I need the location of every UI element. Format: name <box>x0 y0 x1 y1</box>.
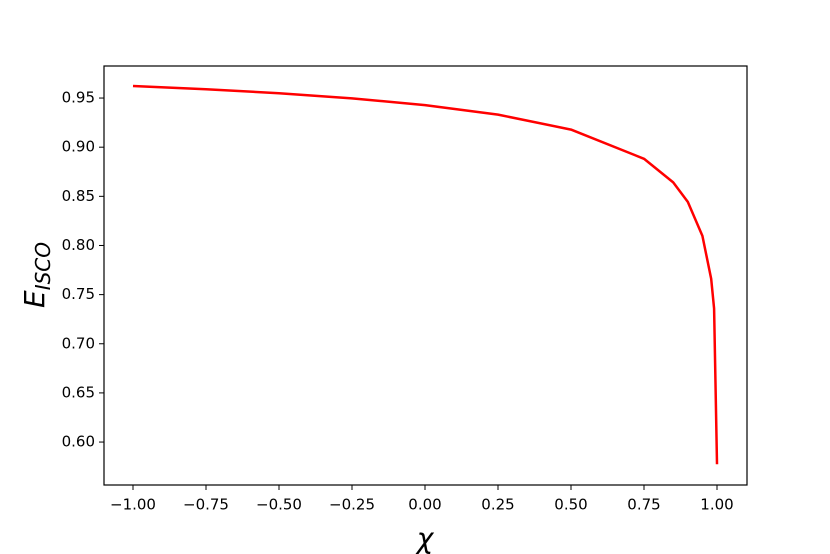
x-tick-label: 0.75 <box>627 496 660 514</box>
x-tick-label: 0.25 <box>481 496 514 514</box>
y-tick-label: 0.65 <box>62 383 95 401</box>
x-axis-label: χ <box>415 522 435 554</box>
y-tick-label: 0.60 <box>62 433 95 451</box>
y-tick-label: 0.90 <box>62 138 95 156</box>
y-tick-label: 0.75 <box>62 285 95 303</box>
x-tick-label: −0.75 <box>183 496 229 514</box>
y-tick-label: 0.85 <box>62 187 95 205</box>
y-axis-label-sub: ISCO <box>31 242 55 290</box>
plot-frame <box>103 65 748 486</box>
x-tick-label: −1.00 <box>110 496 156 514</box>
y-axis-label-main: E <box>18 290 51 308</box>
x-tick-label: 0.50 <box>554 496 587 514</box>
x-tick-label: −0.25 <box>329 496 375 514</box>
x-tick-label: −0.50 <box>256 496 302 514</box>
data-line <box>132 84 719 465</box>
x-tick-label: 0.00 <box>408 496 441 514</box>
y-tick-label: 0.80 <box>62 236 95 254</box>
y-axis-label: EISCO <box>18 242 55 308</box>
y-tick-label: 0.70 <box>62 334 95 352</box>
x-tick-label: 1.00 <box>700 496 733 514</box>
y-tick-label: 0.95 <box>62 89 95 107</box>
